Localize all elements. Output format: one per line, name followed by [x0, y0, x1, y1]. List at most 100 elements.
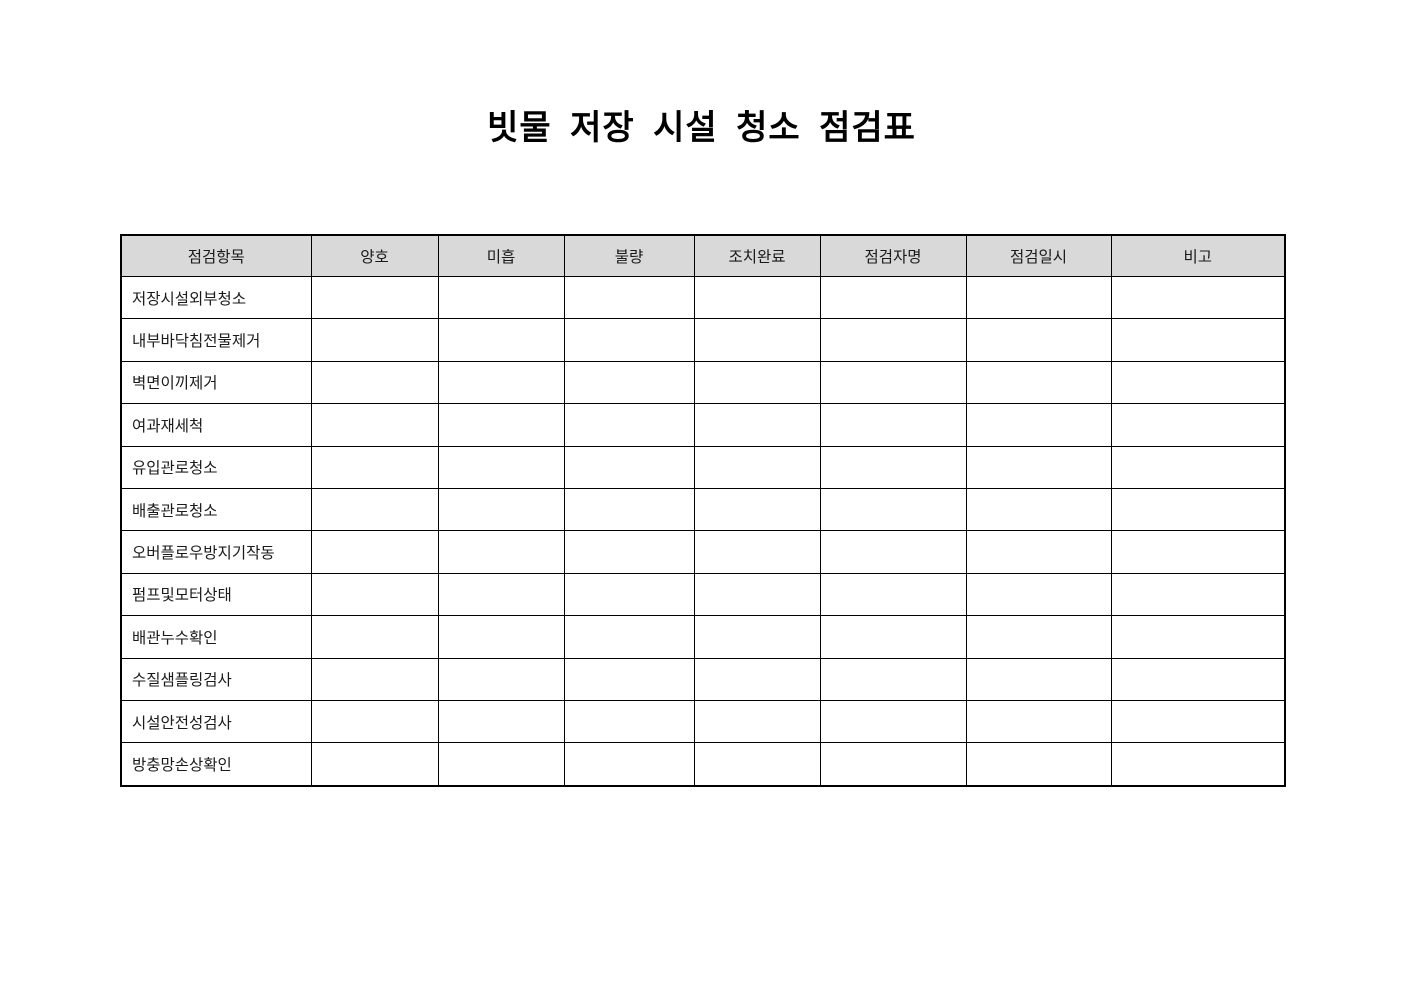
empty-cell — [965, 530, 1112, 574]
empty-cell — [965, 487, 1112, 532]
item-label: 벽면이끼제거 — [120, 360, 312, 405]
empty-cell — [1110, 657, 1286, 701]
empty-cell — [563, 275, 695, 320]
header-row: 점검항목 양호 미흡 불량 조치완료 점검자명 점검일시 비고 — [120, 234, 1286, 277]
table-row: 벽면이끼제거 — [120, 360, 1286, 405]
empty-cell — [819, 318, 967, 362]
item-label: 수질샘플링검사 — [120, 657, 312, 701]
empty-cell — [437, 445, 565, 489]
empty-cell — [563, 572, 695, 617]
empty-cell — [693, 699, 821, 744]
empty-cell — [819, 487, 967, 532]
empty-cell — [819, 572, 967, 617]
empty-cell — [965, 445, 1112, 489]
empty-cell — [437, 275, 565, 320]
checklist-body: 저장시설외부청소 내부바닥침전물제거 벽면이끼제거 여과재세척 유입관로청소 배출관로청소… — [120, 275, 1286, 787]
empty-cell — [1110, 742, 1286, 787]
empty-cell — [1110, 403, 1286, 447]
header-cell-good: 양호 — [310, 234, 439, 277]
empty-cell — [1110, 530, 1286, 574]
empty-cell — [819, 445, 967, 489]
empty-cell — [965, 360, 1112, 405]
empty-cell — [693, 360, 821, 405]
page-title: 빗물 저장 시설 청소 점검표 — [487, 109, 916, 147]
table-row: 오버플로우방지기작동 — [120, 530, 1286, 574]
empty-cell — [563, 657, 695, 701]
item-label: 시설안전성검사 — [120, 699, 312, 744]
empty-cell — [437, 742, 565, 787]
empty-cell — [310, 742, 439, 787]
empty-cell — [819, 615, 967, 659]
empty-cell — [693, 445, 821, 489]
empty-cell — [1110, 699, 1286, 744]
empty-cell — [437, 403, 565, 447]
empty-cell — [563, 403, 695, 447]
empty-cell — [819, 742, 967, 787]
empty-cell — [563, 530, 695, 574]
empty-cell — [310, 275, 439, 320]
empty-cell — [310, 657, 439, 701]
empty-cell — [693, 530, 821, 574]
empty-cell — [310, 530, 439, 574]
item-label: 유입관로청소 — [120, 445, 312, 489]
empty-cell — [563, 445, 695, 489]
empty-cell — [437, 318, 565, 362]
empty-cell — [437, 699, 565, 744]
empty-cell — [965, 657, 1112, 701]
empty-cell — [819, 275, 967, 320]
empty-cell — [310, 699, 439, 744]
empty-cell — [1110, 615, 1286, 659]
header-cell-remarks: 비고 — [1110, 234, 1286, 277]
empty-cell — [310, 360, 439, 405]
table-row: 배관누수확인 — [120, 615, 1286, 659]
checklist-table: 점검항목 양호 미흡 불량 조치완료 점검자명 점검일시 비고 저장시설외부청소… — [120, 234, 1286, 787]
item-label: 여과재세척 — [120, 403, 312, 447]
empty-cell — [310, 615, 439, 659]
empty-cell — [693, 487, 821, 532]
header-cell-bad: 불량 — [563, 234, 695, 277]
empty-cell — [965, 275, 1112, 320]
empty-cell — [1110, 487, 1286, 532]
empty-cell — [437, 360, 565, 405]
empty-cell — [1110, 275, 1286, 320]
table-row: 유입관로청소 — [120, 445, 1286, 489]
empty-cell — [310, 445, 439, 489]
item-label: 배관누수확인 — [120, 615, 312, 659]
table-row: 여과재세척 — [120, 403, 1286, 447]
empty-cell — [310, 403, 439, 447]
header-cell-item: 점검항목 — [120, 234, 312, 277]
empty-cell — [1110, 445, 1286, 489]
header-cell-action-complete: 조치완료 — [693, 234, 821, 277]
empty-cell — [437, 572, 565, 617]
empty-cell — [693, 657, 821, 701]
item-label: 내부바닥침전물제거 — [120, 318, 312, 362]
empty-cell — [693, 318, 821, 362]
item-label: 저장시설외부청소 — [120, 275, 312, 320]
empty-cell — [563, 742, 695, 787]
empty-cell — [965, 318, 1112, 362]
table-row: 배출관로청소 — [120, 487, 1286, 532]
header-cell-inspection-datetime: 점검일시 — [965, 234, 1112, 277]
empty-cell — [693, 275, 821, 320]
empty-cell — [693, 572, 821, 617]
table-row: 내부바닥침전물제거 — [120, 318, 1286, 362]
empty-cell — [819, 699, 967, 744]
empty-cell — [437, 530, 565, 574]
empty-cell — [437, 657, 565, 701]
empty-cell — [965, 615, 1112, 659]
empty-cell — [819, 530, 967, 574]
empty-cell — [563, 360, 695, 405]
empty-cell — [310, 318, 439, 362]
empty-cell — [563, 487, 695, 532]
empty-cell — [563, 699, 695, 744]
item-label: 펌프및모터상태 — [120, 572, 312, 617]
empty-cell — [965, 742, 1112, 787]
table-row: 저장시설외부청소 — [120, 275, 1286, 320]
empty-cell — [965, 699, 1112, 744]
empty-cell — [693, 403, 821, 447]
empty-cell — [1110, 318, 1286, 362]
table-row: 수질샘플링검사 — [120, 657, 1286, 701]
empty-cell — [1110, 360, 1286, 405]
empty-cell — [1110, 572, 1286, 617]
